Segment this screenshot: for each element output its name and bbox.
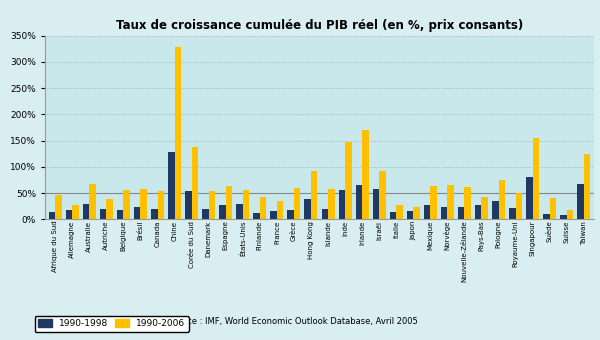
- Bar: [151, 209, 158, 219]
- Bar: [509, 208, 515, 219]
- Bar: [560, 215, 567, 219]
- Bar: [175, 47, 181, 219]
- Bar: [277, 201, 283, 219]
- Bar: [390, 212, 396, 219]
- Bar: [396, 205, 403, 219]
- Bar: [458, 207, 464, 219]
- Bar: [413, 207, 420, 219]
- Bar: [475, 205, 481, 219]
- Bar: [66, 210, 72, 219]
- Bar: [124, 190, 130, 219]
- Bar: [72, 205, 79, 219]
- Bar: [304, 199, 311, 219]
- Bar: [499, 180, 505, 219]
- Bar: [117, 210, 124, 219]
- Bar: [407, 211, 413, 219]
- Bar: [168, 152, 175, 219]
- Bar: [226, 186, 232, 219]
- Bar: [311, 171, 317, 219]
- Bar: [158, 191, 164, 219]
- Bar: [191, 148, 198, 219]
- Bar: [287, 210, 294, 219]
- Bar: [328, 189, 335, 219]
- Bar: [236, 204, 243, 219]
- Bar: [567, 210, 573, 219]
- Title: Taux de croissance cumulée du PIB réel (en %, prix consants): Taux de croissance cumulée du PIB réel (…: [116, 19, 523, 32]
- Bar: [356, 185, 362, 219]
- Bar: [584, 154, 590, 219]
- Bar: [345, 142, 352, 219]
- Bar: [379, 171, 386, 219]
- Text: Source : IMF, World Economic Outlook Database, Avril 2005: Source : IMF, World Economic Outlook Dat…: [168, 317, 418, 326]
- Bar: [209, 191, 215, 219]
- Bar: [83, 204, 89, 219]
- Bar: [338, 190, 345, 219]
- Bar: [185, 191, 191, 219]
- Bar: [362, 130, 368, 219]
- Bar: [100, 209, 106, 219]
- Bar: [373, 189, 379, 219]
- Bar: [55, 194, 62, 219]
- Bar: [464, 187, 471, 219]
- Bar: [481, 197, 488, 219]
- Bar: [271, 211, 277, 219]
- Bar: [49, 212, 55, 219]
- Bar: [543, 214, 550, 219]
- Bar: [202, 209, 209, 219]
- Bar: [550, 198, 556, 219]
- Bar: [253, 213, 260, 219]
- Bar: [134, 207, 140, 219]
- Bar: [515, 193, 522, 219]
- Bar: [430, 186, 437, 219]
- Bar: [526, 177, 533, 219]
- Bar: [322, 209, 328, 219]
- Bar: [106, 199, 113, 219]
- Bar: [424, 205, 430, 219]
- Bar: [219, 205, 226, 219]
- Bar: [294, 188, 301, 219]
- Bar: [492, 201, 499, 219]
- Bar: [260, 197, 266, 219]
- Legend: 1990-1998, 1990-2006: 1990-1998, 1990-2006: [35, 316, 189, 332]
- Bar: [243, 190, 249, 219]
- Bar: [448, 185, 454, 219]
- Bar: [533, 138, 539, 219]
- Bar: [577, 184, 584, 219]
- Bar: [89, 184, 96, 219]
- Bar: [441, 207, 448, 219]
- Bar: [140, 189, 147, 219]
